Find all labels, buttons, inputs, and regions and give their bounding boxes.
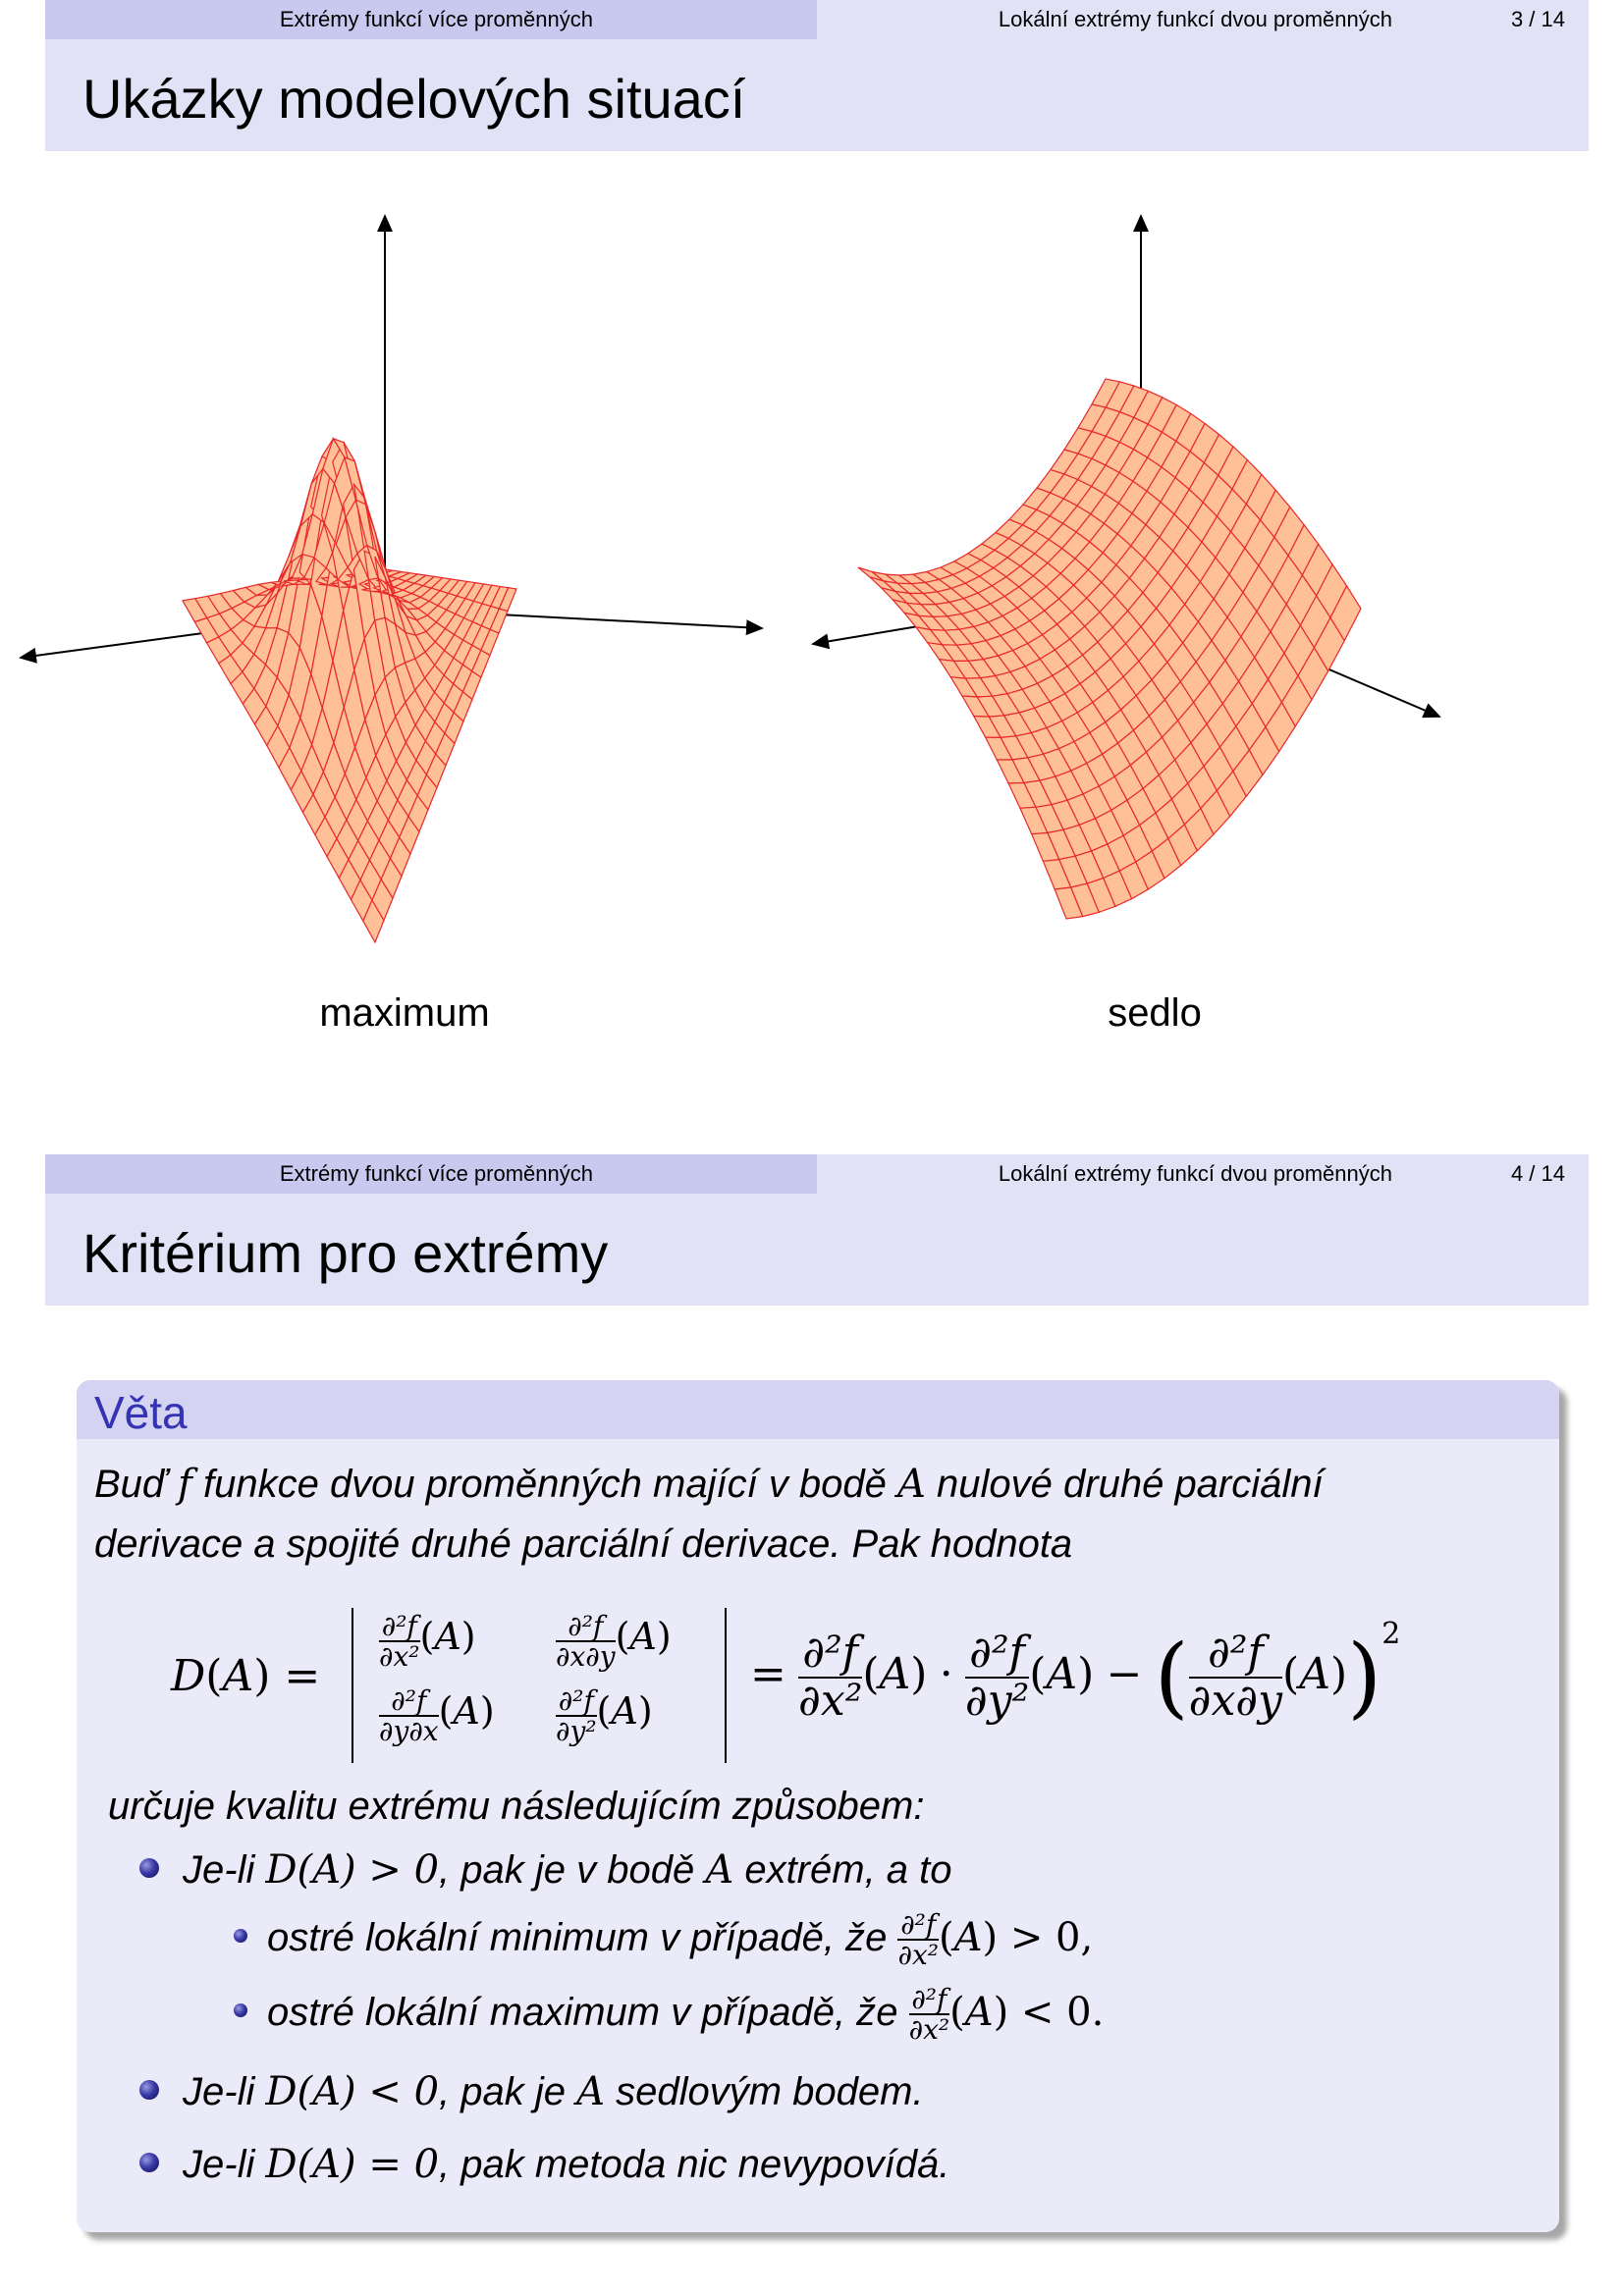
frame-title-bar: Ukázky modelových situací bbox=[45, 39, 1589, 151]
headline-subsection[interactable]: Lokální extrémy funkcí dvou proměnných bbox=[998, 7, 1392, 31]
bullet-negative: Je-li D(A) < 0, pak je A sedlovým bodem. bbox=[139, 2069, 924, 2114]
theorem-title: Věta bbox=[94, 1387, 188, 1438]
saddle-surface-plot bbox=[811, 214, 1441, 920]
headline-subsection[interactable]: Lokální extrémy funkcí dvou proměnných bbox=[998, 1161, 1392, 1186]
saddle-surface-mesh bbox=[857, 378, 1362, 920]
frame-title: Kritérium pro extrémy bbox=[82, 1222, 609, 1284]
slide-3: Extrémy funkcí více proměnných Lokální e… bbox=[19, 0, 1589, 1109]
caption-sedlo: sedlo bbox=[1108, 991, 1202, 1035]
bullet-ball-icon bbox=[139, 2080, 159, 2101]
bullet-ball-icon bbox=[139, 2153, 159, 2173]
subbullet-maximum: ostré lokální maximum v případě, že ∂²f ∂… bbox=[234, 1985, 1104, 2045]
theorem-block: Věta Buď f funkce dvou proměnných mající… bbox=[77, 1380, 1559, 2232]
matrix-entry-22: ∂²f ∂y² (A) bbox=[556, 1684, 653, 1748]
page-number: 4 / 14 bbox=[1510, 1161, 1565, 1186]
maximum-surface-plot bbox=[19, 214, 764, 944]
caption-maximum: maximum bbox=[319, 991, 490, 1035]
bullet-ball-icon bbox=[234, 1929, 247, 1944]
slide-headline: Extrémy funkcí více proměnných Lokální e… bbox=[45, 1154, 1589, 1194]
determinant-formula: D(A) = ∂²f ∂x² (A) ∂²f ∂x∂y (A) ∂²f ∂y∂x (A) ∂… bbox=[77, 1608, 1559, 1765]
frame-title: Ukázky modelových situací bbox=[82, 68, 746, 130]
slide-headline: Extrémy funkcí více proměnných Lokální e… bbox=[45, 0, 1589, 39]
headline-section[interactable]: Extrémy funkcí více proměnných bbox=[279, 1161, 593, 1186]
slide-4: Extrémy funkcí více proměnných Lokální e… bbox=[45, 1154, 1589, 2293]
headline-section-panel: Extrémy funkcí více proměnných bbox=[45, 1154, 817, 1194]
maximum-surface-mesh bbox=[182, 437, 517, 944]
matrix-entry-12: ∂²f ∂x∂y (A) bbox=[556, 1610, 672, 1674]
subbullet-minimum: ostré lokální minimum v případě, že ∂²f ∂… bbox=[234, 1910, 1093, 1970]
bullet-zero: Je-li D(A) = 0, pak metoda nic nevypovíd… bbox=[139, 2142, 949, 2187]
headline-section[interactable]: Extrémy funkcí více proměnných bbox=[279, 7, 593, 31]
criterion-intro: určuje kvalitu extrému následujícím způs… bbox=[108, 1785, 925, 1828]
headline-subsection-panel: Lokální extrémy funkcí dvou proměnných 4… bbox=[817, 1154, 1589, 1194]
theorem-line-2: derivace a spojité druhé parciální deriv… bbox=[94, 1522, 1073, 1566]
matrix-entry-21: ∂²f ∂y∂x (A) bbox=[379, 1684, 495, 1748]
bullet-ball-icon bbox=[234, 2003, 247, 2018]
surface-cell bbox=[1329, 584, 1362, 642]
frame-title-bar: Kritérium pro extrémy bbox=[45, 1194, 1589, 1306]
headline-section-panel: Extrémy funkcí více proměnných bbox=[45, 0, 817, 39]
formula-lhs: D(A) = bbox=[171, 1651, 321, 1701]
surface-cell bbox=[498, 587, 517, 613]
theorem-body: Buď f funkce dvou proměnných mající v bo… bbox=[94, 1455, 1547, 1575]
matrix-entry-11: ∂²f ∂x² (A) bbox=[379, 1610, 476, 1674]
theorem-block-header: Věta bbox=[77, 1380, 1559, 1439]
formula-rhs: = ∂²f ∂x² (A) · ∂²f ∂y² (A) − (∂²f ∂x∂y (A))2 bbox=[750, 1617, 1401, 1729]
bullet-positive: Je-li D(A) > 0, pak je v bodě A extrém, … bbox=[139, 1847, 952, 1893]
page-number: 3 / 14 bbox=[1510, 7, 1565, 31]
bullet-ball-icon bbox=[139, 1858, 159, 1879]
theorem-line-1: Buď f funkce dvou proměnných mající v bo… bbox=[94, 1462, 1324, 1507]
headline-subsection-panel: Lokální extrémy funkcí dvou proměnných 3… bbox=[817, 0, 1589, 39]
